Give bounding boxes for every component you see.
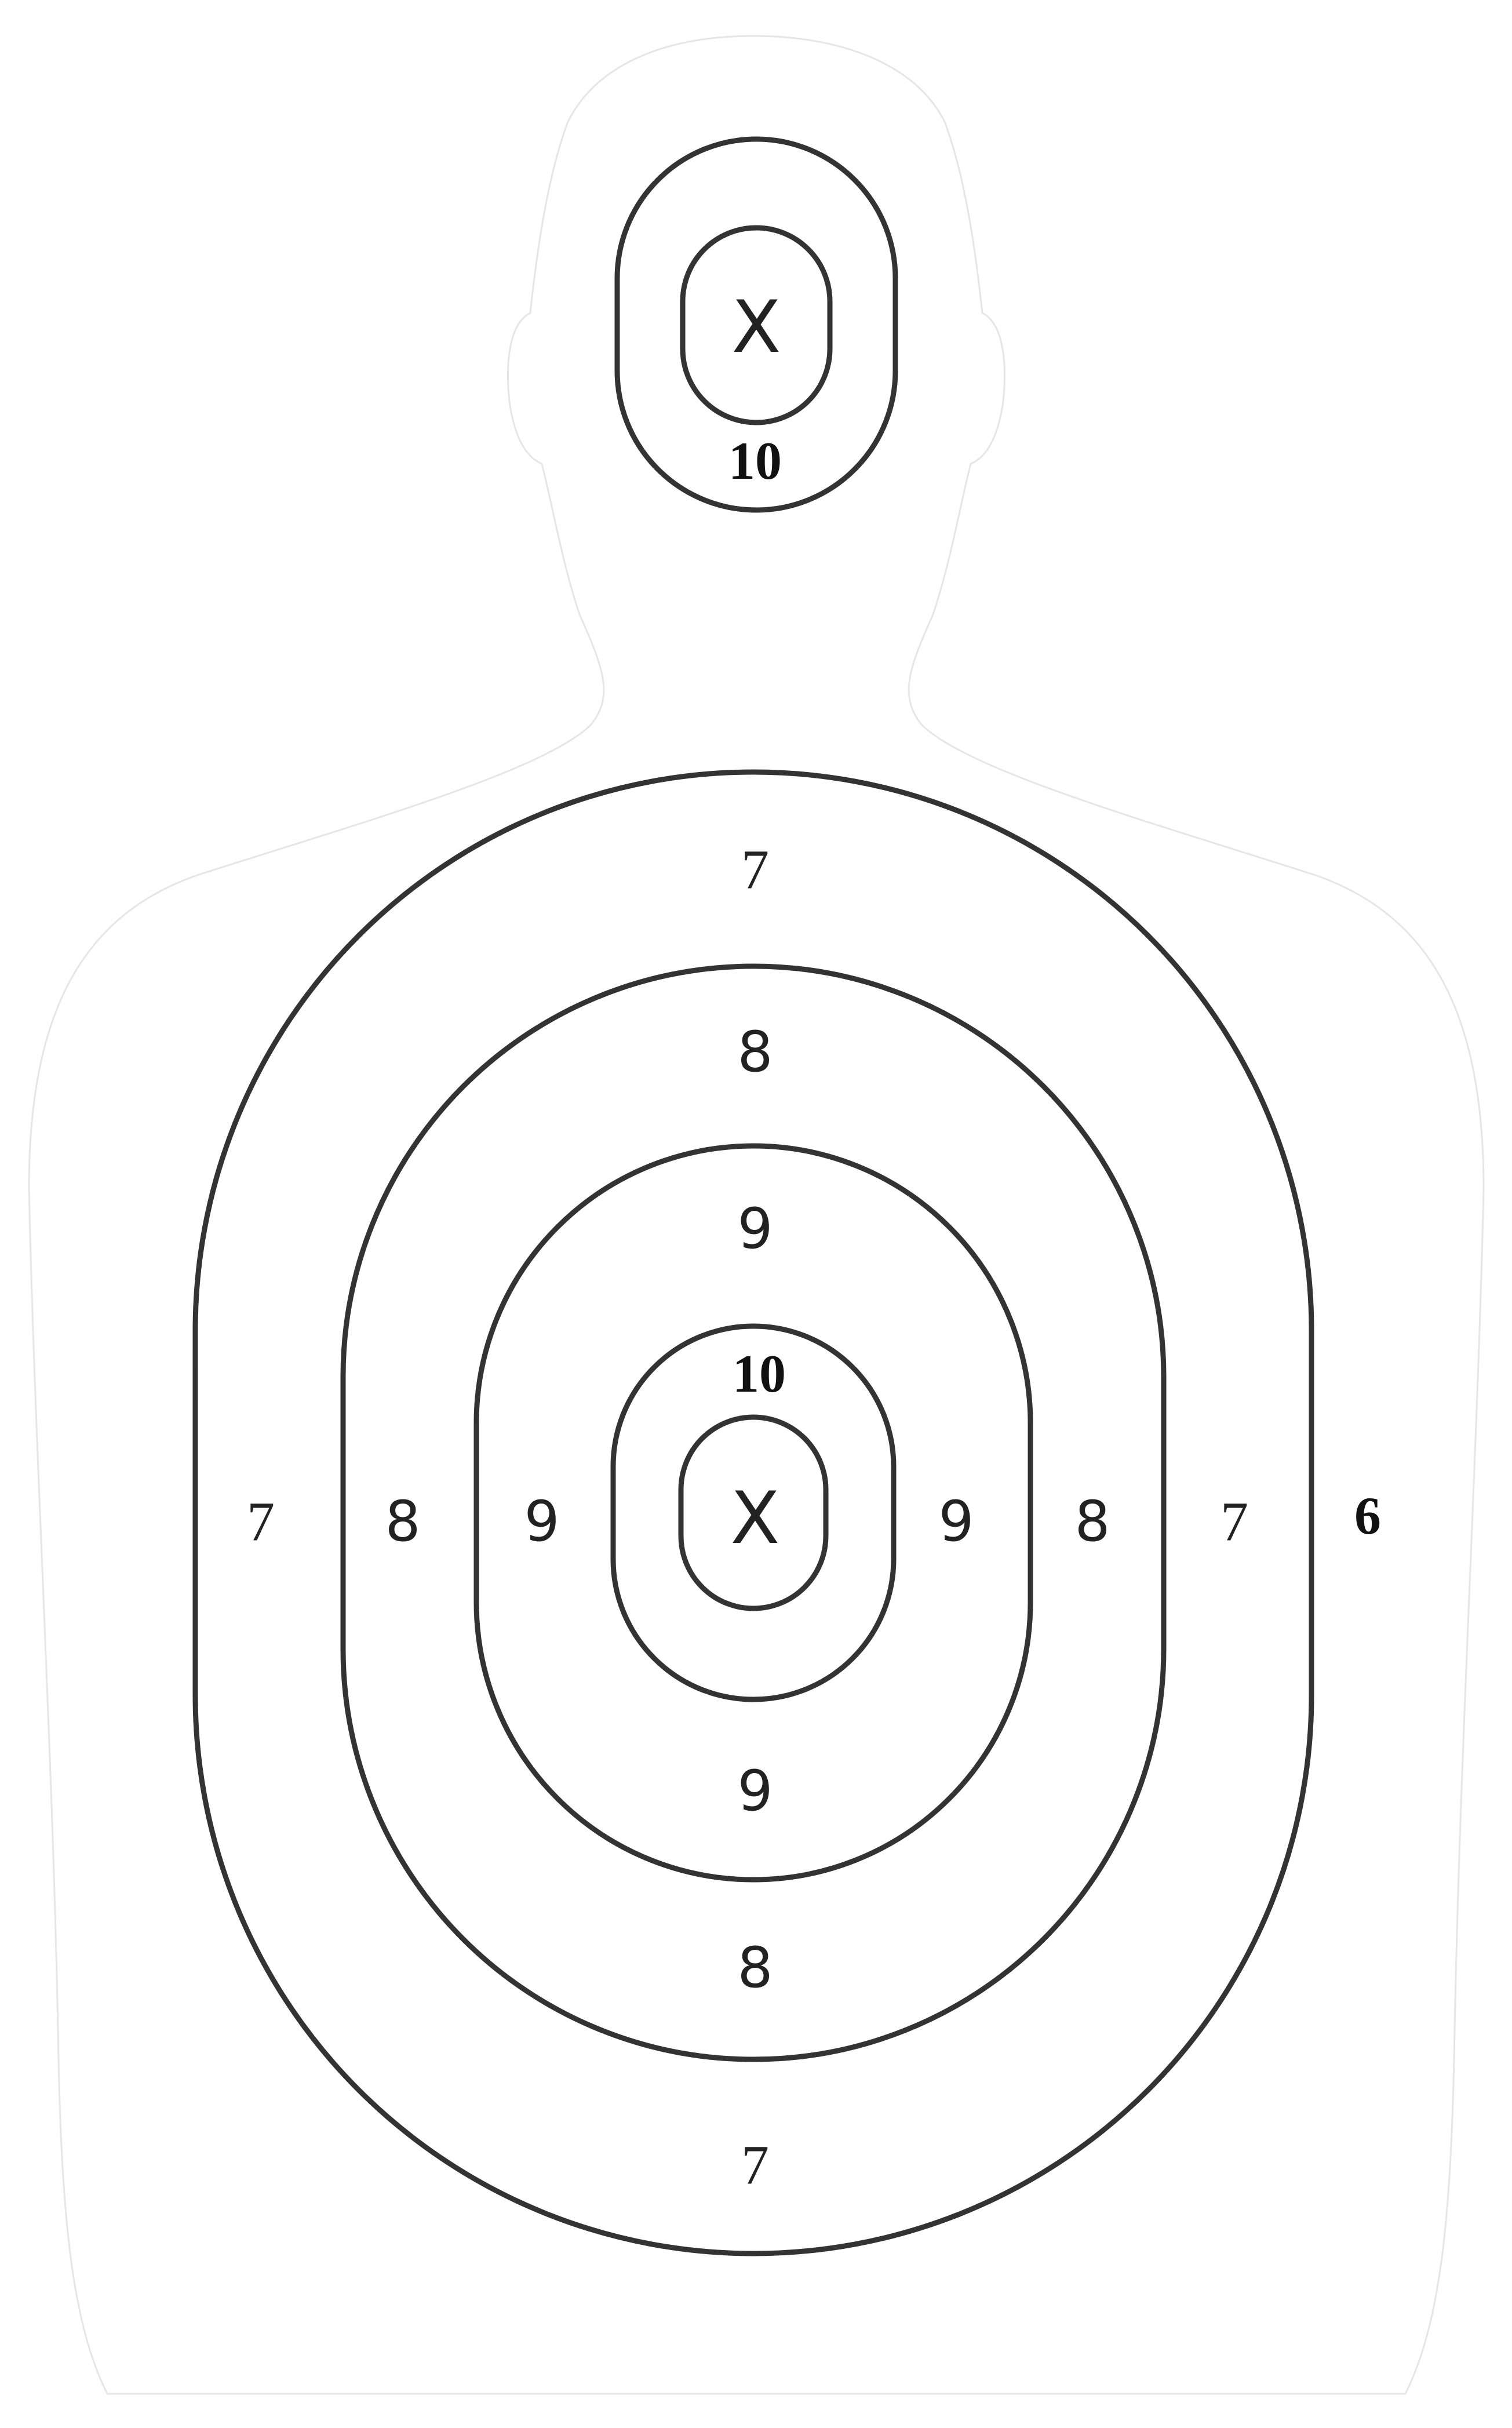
body-ring-7 <box>192 769 1314 2256</box>
body-score-7-bottom: 7 <box>741 2134 769 2196</box>
body-ring-9 <box>473 1143 1033 1883</box>
head-center-x-label: X <box>732 286 781 369</box>
body-center-x-label: X <box>731 1477 780 1560</box>
body-score-8-right: 8 <box>1074 1489 1110 1554</box>
body-score-9-left: 9 <box>524 1489 559 1554</box>
body-score-6-label: 6 <box>1354 1486 1381 1545</box>
body-score-7-left: 7 <box>247 1491 275 1553</box>
body-score-8-bottom: 8 <box>737 1935 773 2000</box>
body-ring-10 <box>610 1323 897 1702</box>
body-x-ring <box>678 1414 829 1611</box>
head-x-ring <box>680 225 833 425</box>
head-score-10-label: 10 <box>728 431 782 490</box>
body-ring-8 <box>340 963 1167 2062</box>
silhouette-outline <box>28 35 1485 2395</box>
head-outer-ring <box>614 136 898 513</box>
body-score-8-left: 8 <box>385 1489 420 1554</box>
body-score-8-top: 8 <box>737 1020 773 1084</box>
body-score-7-top: 7 <box>741 839 769 901</box>
body-score-10-label: 10 <box>733 1344 786 1403</box>
body-score-7-right: 7 <box>1220 1491 1248 1553</box>
body-score-9-bottom: 9 <box>737 1759 773 1823</box>
body-score-9-top: 9 <box>737 1196 773 1261</box>
body-score-9-right: 9 <box>938 1489 974 1554</box>
